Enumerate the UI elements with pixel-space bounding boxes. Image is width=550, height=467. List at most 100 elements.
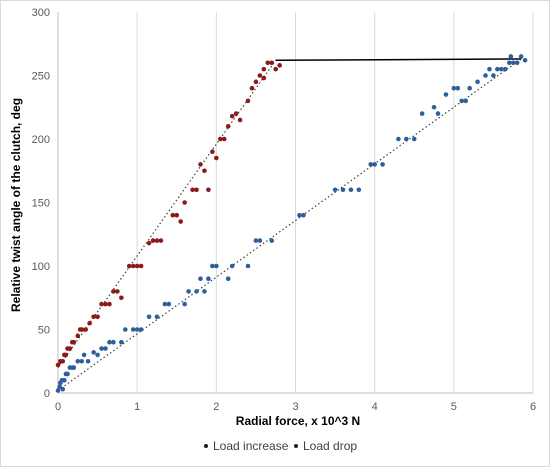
legend-label-load-increase: Load increase (213, 439, 289, 453)
data-point-load-drop (71, 339, 77, 345)
data-point-load-increase (380, 162, 385, 167)
y-tick-label: 50 (38, 325, 50, 337)
data-point-load-drop (221, 136, 227, 142)
data-point-load-increase (502, 66, 508, 72)
data-point-load-drop (154, 238, 160, 243)
data-point-load-drop (210, 149, 215, 154)
data-point-load-increase (81, 352, 87, 358)
data-point-load-increase (483, 73, 488, 78)
data-point-load-drop (115, 289, 120, 294)
data-point-load-drop (87, 320, 92, 326)
data-point-load-increase (65, 371, 70, 377)
data-point-load-increase (518, 54, 524, 59)
data-point-load-drop (126, 263, 132, 269)
data-point-load-increase (225, 276, 231, 282)
x-tick-label: 6 (530, 401, 536, 413)
data-point-load-increase (455, 85, 461, 91)
data-point-load-drop (158, 238, 164, 243)
data-point-load-drop (75, 333, 81, 339)
data-point-load-increase (166, 301, 172, 307)
data-point-load-increase (245, 263, 251, 269)
data-point-load-increase (514, 60, 520, 66)
data-point-load-increase (368, 162, 374, 167)
data-point-load-increase (499, 66, 504, 72)
data-point-load-increase (257, 238, 263, 243)
data-point-load-increase (404, 136, 409, 142)
data-point-load-increase (506, 60, 512, 66)
tick-labels: 0 1 2 3 4 5 6 0 50 100 150 200 250 300 (32, 7, 536, 413)
data-point-load-increase (431, 104, 437, 110)
data-point-load-drop (233, 111, 239, 116)
data-point-load-drop (170, 212, 176, 218)
data-point-load-increase (146, 314, 152, 320)
data-point-load-drop (206, 187, 211, 193)
data-point-load-drop (257, 73, 263, 78)
x-tick-label: 3 (292, 401, 298, 413)
data-point-load-increase (138, 327, 144, 332)
x-tick-label: 4 (372, 401, 378, 413)
data-point-load-drop (67, 346, 73, 351)
data-point-load-drop (214, 155, 219, 161)
y-axis-title: Relative twist angle of the clutch, deg (9, 98, 23, 312)
data-point-load-increase (91, 350, 96, 355)
data-point-load-increase (107, 339, 112, 345)
data-point-load-drop (265, 60, 271, 66)
data-point-load-increase (443, 92, 449, 97)
data-point-load-drop (91, 314, 96, 320)
data-point-load-increase (62, 378, 67, 383)
data-point-load-drop (202, 168, 207, 174)
data-point-load-drop (253, 79, 259, 85)
data-point-load-increase (297, 212, 302, 218)
data-point-load-increase (71, 365, 77, 370)
data-point-load-drop (261, 66, 267, 72)
data-point-load-increase (340, 187, 346, 193)
data-point-load-increase (119, 339, 124, 345)
data-point-load-drop (150, 238, 156, 243)
data-point-load-increase (186, 289, 191, 294)
data-point-load-increase (162, 301, 168, 307)
data-point-load-increase (182, 301, 187, 307)
data-point-load-increase (198, 276, 203, 282)
data-point-load-drop (79, 327, 85, 332)
data-point-load-increase (419, 111, 425, 116)
data-point-load-drop (103, 301, 108, 307)
data-point-load-increase (75, 358, 81, 364)
data-point-load-drop (134, 263, 140, 269)
data-point-load-increase (111, 339, 116, 345)
y-tick-label: 250 (32, 71, 50, 83)
data-point-load-increase (103, 346, 108, 351)
data-point-load-increase (510, 60, 516, 66)
data-point-load-increase (206, 276, 211, 282)
data-point-load-increase (95, 352, 100, 358)
data-point-load-increase (348, 187, 354, 193)
data-point-load-drop (182, 200, 187, 205)
data-point-load-increase (154, 314, 160, 320)
x-axis-title: Radial force, x 10^3 N (236, 414, 360, 428)
y-tick-label: 200 (32, 134, 50, 146)
data-point-load-drop (198, 162, 203, 167)
data-point-load-increase (487, 66, 492, 72)
data-point-load-drop (60, 358, 66, 364)
data-point-load-increase (301, 212, 306, 218)
x-tick-label: 5 (451, 401, 457, 413)
connector-line (275, 58, 522, 62)
data-points (55, 54, 528, 393)
data-point-load-drop (245, 98, 251, 104)
data-point-load-increase (475, 79, 480, 85)
data-point-load-drop (111, 289, 116, 294)
legend-marker-load-drop (294, 444, 298, 448)
data-point-load-drop (99, 301, 104, 307)
data-point-load-increase (508, 54, 514, 59)
data-point-load-drop (229, 113, 235, 119)
data-point-load-drop (107, 301, 112, 307)
y-tick-label: 100 (32, 261, 50, 273)
trendline-load-drop (57, 59, 277, 368)
data-point-load-increase (522, 57, 528, 63)
data-point-load-increase (332, 187, 338, 193)
data-point-load-drop (63, 352, 69, 358)
data-point-load-increase (210, 263, 215, 269)
data-point-load-increase (79, 358, 85, 364)
data-point-load-drop (138, 263, 144, 269)
x-tick-label: 0 (55, 401, 61, 413)
